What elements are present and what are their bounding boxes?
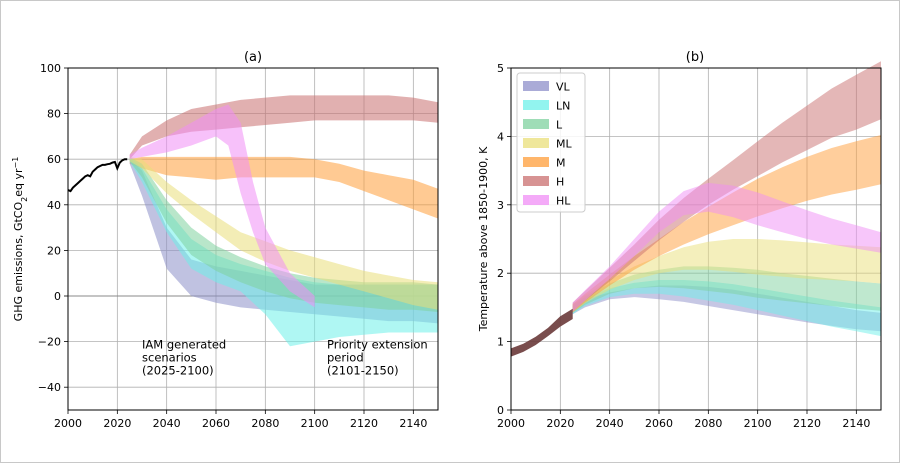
x-tick-label: 2020 — [103, 417, 131, 430]
y-tick-label: 4 — [497, 130, 504, 143]
annotation-line: scenarios — [142, 350, 197, 364]
band-hl — [572, 182, 881, 312]
y-tick-label: 0 — [54, 290, 61, 303]
y-tick-label: −40 — [38, 381, 61, 394]
y-tick-label: 1 — [497, 336, 504, 349]
y-tick-label: 3 — [497, 199, 504, 212]
legend-swatch-h — [523, 176, 549, 186]
annotation-line: Priority extension — [327, 337, 428, 351]
x-tick-label: 2080 — [694, 417, 722, 430]
legend-label: VL — [556, 81, 571, 94]
annotation-line: period — [327, 350, 364, 364]
x-tick-label: 2020 — [546, 417, 574, 430]
panel-a-y-label-main: GHG emissions, GtCO — [12, 202, 25, 322]
band-vl — [129, 159, 438, 324]
y-tick-label: 80 — [47, 108, 61, 121]
band-hl — [129, 104, 315, 308]
historical-line — [67, 158, 128, 193]
panel-b-x-ticks: 2000 2020 2040 2060 2080 2100 2120 2140 — [497, 410, 870, 430]
panel-b-axes-frame — [510, 67, 882, 411]
legend-label: M — [556, 157, 566, 170]
y-tick-label: 5 — [497, 62, 504, 75]
x-tick-label: 2000 — [497, 417, 525, 430]
legend-swatch-m — [523, 157, 549, 167]
x-tick-label: 2040 — [153, 417, 181, 430]
panel-b-temperature: (b) 2000 2020 2040 2060 2080 2100 2120 2140 0 1 2… — [477, 50, 882, 430]
panel-a-historical — [67, 158, 128, 193]
x-tick-label: 2080 — [251, 417, 279, 430]
panel-a-axes-frame — [67, 67, 439, 411]
x-tick-label: 2060 — [202, 417, 230, 430]
x-tick-label: 2120 — [793, 417, 821, 430]
band-m — [572, 135, 881, 313]
panel-b-y-axis-label: Temperature above 1850-1900, K — [477, 146, 490, 332]
annotation-line: (2025-2100) — [142, 363, 214, 377]
x-tick-label: 2060 — [645, 417, 673, 430]
panel-b-title: (b) — [686, 50, 704, 65]
panel-a-title: (a) — [244, 50, 262, 65]
panel-a-bands — [129, 95, 438, 347]
panel-b-y-ticks: 0 1 2 3 4 5 — [497, 62, 511, 417]
band-ml — [572, 239, 881, 313]
band-m — [129, 156, 438, 219]
x-tick-label: 2140 — [842, 417, 870, 430]
panel-a-y-label-sub: 2 — [20, 197, 29, 202]
x-tick-label: 2000 — [54, 417, 82, 430]
historical-band — [511, 308, 573, 357]
legend-swatch-hl — [523, 195, 549, 205]
annotation-line: (2101-2150) — [327, 363, 399, 377]
legend-swatch-ln — [523, 100, 549, 110]
x-tick-label: 2100 — [301, 417, 329, 430]
legend-label: L — [556, 119, 563, 132]
legend-label: LN — [556, 100, 570, 113]
x-tick-label: 2140 — [399, 417, 427, 430]
panel-b-historical — [511, 308, 573, 357]
y-tick-label: 0 — [497, 404, 504, 417]
annotation-line: IAM generated — [142, 337, 226, 351]
panel-a-y-label-tail: eq yr — [12, 168, 25, 197]
panel-b-bands — [572, 61, 881, 337]
y-tick-label: 60 — [47, 153, 61, 166]
panel-a-x-ticks: 2000 2020 2040 2060 2080 2100 2120 2140 — [54, 410, 427, 430]
y-tick-label: 100 — [40, 62, 61, 75]
y-tick-label: −20 — [38, 336, 61, 349]
x-tick-label: 2040 — [596, 417, 624, 430]
panel-a-y-axis-label: GHG emissions, GtCO2eq yr−1 — [11, 157, 29, 322]
legend-swatch-vl — [523, 81, 549, 91]
band-h — [129, 95, 438, 160]
panel-b-legend: VL LN L ML MH HL — [516, 72, 586, 213]
legend-swatch-l — [523, 119, 549, 129]
legend-label: ML — [556, 138, 572, 151]
panel-a-y-ticks: −40 −20 0 20 40 60 80 100 — [38, 62, 68, 394]
x-tick-label: 2100 — [744, 417, 772, 430]
y-tick-label: 40 — [47, 199, 61, 212]
x-tick-label: 2120 — [350, 417, 378, 430]
y-tick-label: 2 — [497, 267, 504, 280]
panel-a-y-label-sup: −1 — [11, 157, 20, 169]
y-tick-label: 20 — [47, 244, 61, 257]
band-ml — [129, 156, 438, 310]
legend-swatch-ml — [523, 138, 549, 148]
legend-label: H — [556, 176, 564, 189]
legend-label: HL — [556, 195, 571, 208]
